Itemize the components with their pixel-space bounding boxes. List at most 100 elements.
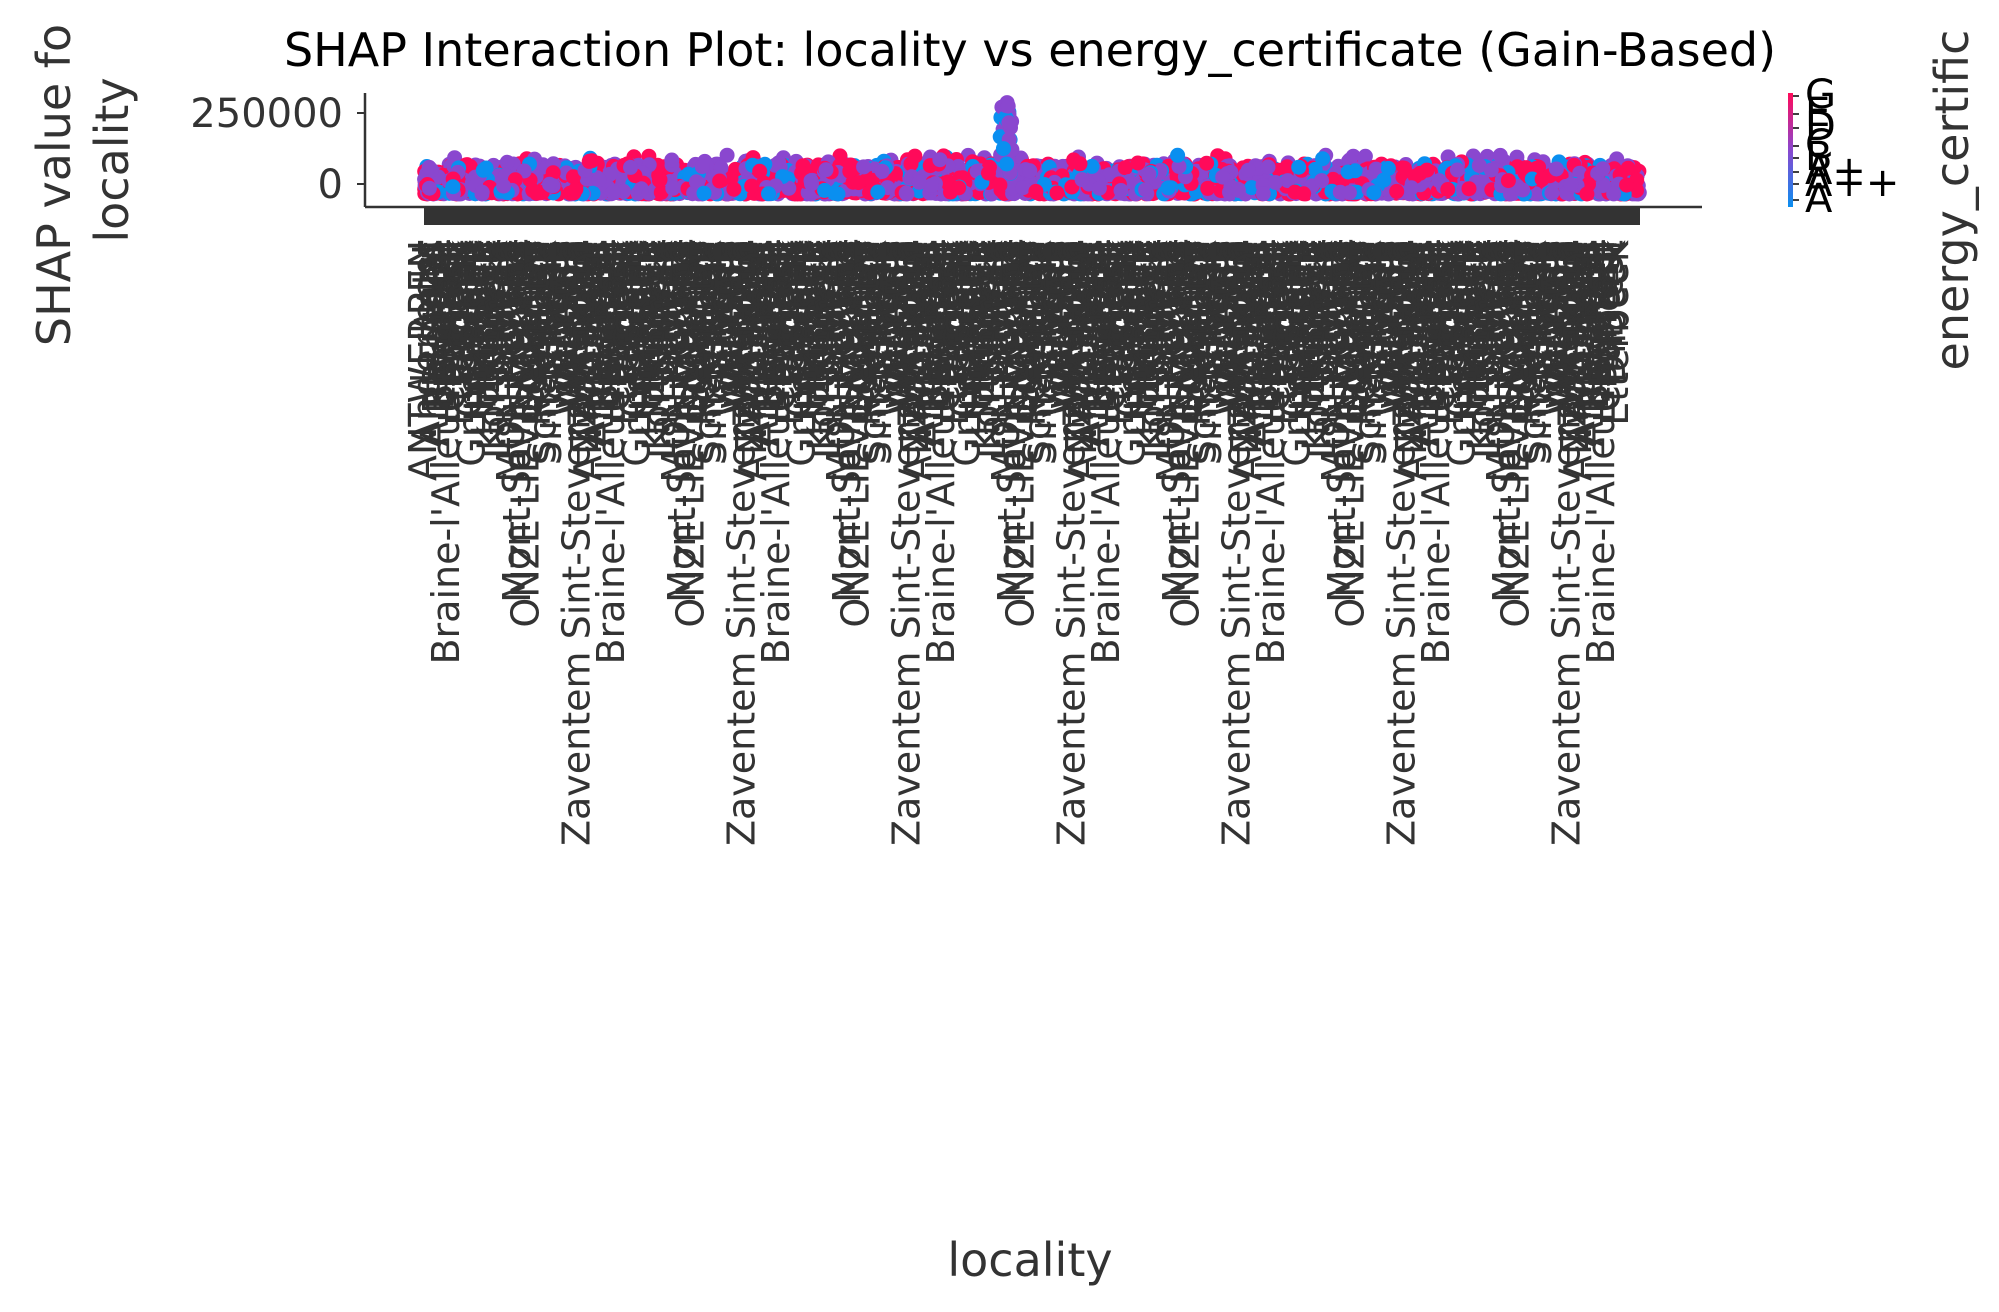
x-tick-label: Oostende xyxy=(671,240,715,423)
scatter-point xyxy=(496,178,512,194)
scatter-point xyxy=(1138,182,1154,198)
x-tick-label: NIVELLES xyxy=(663,240,707,420)
scatter-point xyxy=(694,159,710,175)
scatter-point xyxy=(545,165,561,181)
scatter-point-outlier xyxy=(1000,98,1016,114)
x-tick-label: Hermalle xyxy=(788,240,832,412)
x-tick-label: Beersel xyxy=(1411,240,1455,382)
scatter-point xyxy=(1471,158,1487,173)
scatter-point xyxy=(1049,185,1065,201)
x-tick-label: Aalst xyxy=(1232,240,1276,335)
x-tick-label: Overijse xyxy=(1502,240,1546,396)
scatter-point xyxy=(1160,180,1176,196)
x-tick-label: ONZE-LIEVE-VROUW xyxy=(1493,240,1537,628)
scatter-point xyxy=(1260,159,1276,175)
x-tick-label: Charleroi xyxy=(1255,240,1299,412)
scatter-point xyxy=(1606,186,1622,202)
x-tick-label: Diest xyxy=(1587,240,1631,338)
x-tick-label: Hulshout xyxy=(1451,240,1495,409)
x-tick-label: Vilvoorde xyxy=(1200,240,1244,418)
x-tick-label: Antwerpen xyxy=(1402,240,1446,447)
x-tick-label: SINT xyxy=(1178,239,1222,327)
x-tick-label: Tournai xyxy=(1027,240,1071,378)
x-tick-label: Tournai xyxy=(532,240,576,378)
x-tick-label: Dilbeek xyxy=(930,240,974,383)
x-tick-label: Habay xyxy=(617,240,661,362)
x-tick-label: Wemmel xyxy=(717,240,761,407)
scatter-point xyxy=(665,180,681,196)
x-tick-label: Grimbergen xyxy=(1274,240,1318,467)
y-tick-label-250000: 250000 xyxy=(190,91,343,137)
x-tick-label: Anderlecht xyxy=(899,240,943,447)
x-tick-label: Braine-l'Alleud Ophain xyxy=(1579,240,1623,665)
x-tick-label: BRUSSEL xyxy=(1075,240,1119,414)
x-tick-label: Seraing xyxy=(523,240,567,385)
x-tick-label: Sint-Niklaas xyxy=(1186,240,1230,465)
x-tick-label: Knokke xyxy=(1126,240,1170,378)
x-tick-label: WOLUWE xyxy=(876,240,920,416)
x-tick-label: Leuven xyxy=(1138,240,1182,378)
x-tick-label: Namur xyxy=(1161,240,1205,369)
x-tick-label: Uccle xyxy=(700,240,744,344)
x-tick-label: Diest xyxy=(927,240,971,338)
x-tick-label: Spa xyxy=(529,240,573,312)
x-tick-label: Aalst xyxy=(572,240,616,335)
x-tick-label: La Louvière xyxy=(1300,240,1344,459)
x-tick-label: Zottegem xyxy=(1550,240,1594,427)
x-tick-label: Zottegem xyxy=(1055,240,1099,427)
x-tick-label: Leuven xyxy=(478,240,522,378)
x-tick-label: Bornem xyxy=(427,240,471,389)
y-axis-label-line2: locality xyxy=(85,77,139,242)
x-tick-label: Lasne xyxy=(981,240,1025,352)
scatter-point xyxy=(1572,165,1588,181)
x-tick-label: SINT xyxy=(1508,239,1552,327)
x-tick-label: Etterbeek xyxy=(1098,240,1142,426)
x-tick-label: Uccle xyxy=(1360,240,1404,344)
scatter-point xyxy=(752,163,768,179)
x-tick-label: Verviers xyxy=(1033,240,1077,394)
x-tick-label: Grimbergen xyxy=(1109,240,1153,467)
x-tick-label: Grimbergen xyxy=(944,240,988,467)
x-tick-label: Kortenberg xyxy=(964,240,1008,451)
x-tick-label: Zele xyxy=(723,240,767,323)
x-tick-label: Hulshout xyxy=(626,240,670,409)
x-tick-label: WAVRE xyxy=(873,240,917,375)
x-tick-label: Zaventem Sint-Stevens-Woluwe xyxy=(1545,240,1589,846)
x-tick-label: WAVRE xyxy=(543,240,587,375)
x-tick-label: Kortenberg xyxy=(1459,240,1503,451)
scatter-point xyxy=(445,179,461,195)
x-tick-label: Aalst xyxy=(1397,240,1441,335)
x-tick-label: Verviers xyxy=(703,240,747,394)
x-tick-label: WAVRE xyxy=(708,240,752,375)
x-tick-label: Tournai xyxy=(862,240,906,378)
scatter-point xyxy=(1357,148,1373,164)
scatter-points xyxy=(417,95,1647,202)
scatter-point xyxy=(568,181,584,197)
colorbar-tick-label: C xyxy=(1805,122,1833,168)
x-tick-label: Braine-l'Alleud Ophain xyxy=(1414,240,1458,665)
x-tick-label: Etterbeek xyxy=(438,240,482,426)
x-tick-label: Hermalle xyxy=(623,240,667,412)
x-tick-label: WAVRE xyxy=(1368,240,1412,375)
x-tick-label: Kortrijk xyxy=(1297,240,1341,376)
scatter-point xyxy=(1084,158,1100,174)
x-tick-label: Gent Sint xyxy=(1107,240,1151,418)
x-tick-label: Ans xyxy=(575,240,619,310)
x-tick-labels: ANTWERPENAnderlechtAalstAnsAntwerpenBRUS… xyxy=(401,239,1637,846)
x-tick-label: Beersel xyxy=(1081,240,1125,382)
scatter-point xyxy=(1074,172,1090,188)
x-tick-label: Overijse xyxy=(1337,240,1381,396)
x-tick-label: Hasselt xyxy=(1115,240,1159,380)
scatter-point xyxy=(1315,151,1331,167)
x-tick-label: Braine-l'Alleud Ophain xyxy=(754,240,798,665)
colorbar-tick-label: G xyxy=(1805,72,1836,118)
scatter-point xyxy=(1141,166,1157,182)
x-tick-label: Genk xyxy=(1269,240,1313,339)
x-tick-label: Gent Sint xyxy=(1272,240,1316,418)
scatter-point xyxy=(874,163,890,179)
x-tick-label: ANTWERPEN xyxy=(896,240,940,481)
x-tick-label: Ans xyxy=(1400,240,1444,310)
x-tick-label: Knokke xyxy=(961,240,1005,378)
x-tick-label: Seraing xyxy=(1513,240,1557,385)
